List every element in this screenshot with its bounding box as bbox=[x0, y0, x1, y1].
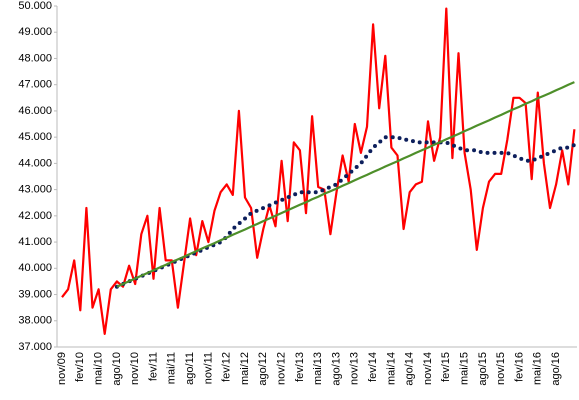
x-tick-label: ago/11 bbox=[184, 352, 196, 385]
y-tick-label: 46.000 bbox=[18, 105, 52, 117]
x-tick-label: fev/14 bbox=[367, 352, 379, 382]
x-tick-label: nov/09 bbox=[56, 352, 68, 385]
x-tick-label: fev/16 bbox=[513, 352, 525, 382]
y-tick-label: 50.000 bbox=[18, 0, 52, 12]
y-tick-label: 42.000 bbox=[18, 210, 52, 222]
x-tick-label: nov/11 bbox=[202, 352, 214, 384]
x-tick-label: mai/15 bbox=[459, 352, 471, 385]
x-tick-label: fev/15 bbox=[440, 352, 452, 382]
x-tick-label: ago/10 bbox=[111, 352, 123, 386]
y-tick-label: 38.000 bbox=[18, 315, 52, 327]
x-tick-label: fev/13 bbox=[294, 352, 306, 382]
x-tick-label: mai/16 bbox=[532, 352, 544, 385]
y-tick-label: 48.000 bbox=[18, 52, 52, 64]
series-line bbox=[114, 135, 577, 289]
y-tick-label: 37.000 bbox=[18, 341, 52, 353]
x-tick-label: nov/12 bbox=[276, 352, 288, 385]
y-tick-label: 44.000 bbox=[18, 157, 52, 169]
series-line bbox=[61, 7, 576, 335]
x-tick-label: mai/11 bbox=[166, 352, 178, 384]
x-tick-label: nov/14 bbox=[422, 352, 434, 385]
x-tick-label: nov/10 bbox=[129, 352, 141, 385]
x-tick-label: fev/10 bbox=[74, 352, 86, 382]
x-tick-label: mai/14 bbox=[385, 352, 397, 385]
x-tick-label: nov/13 bbox=[349, 352, 361, 385]
y-tick-label: 40.000 bbox=[18, 262, 52, 274]
x-tick-label: ago/16 bbox=[550, 352, 562, 386]
y-tick-label: 43.000 bbox=[18, 184, 52, 196]
x-tick-label: ago/15 bbox=[477, 352, 489, 386]
x-tick-label: mai/10 bbox=[93, 352, 105, 385]
y-tick-label: 49.000 bbox=[18, 26, 52, 38]
x-tick-label: fev/12 bbox=[221, 352, 233, 382]
x-tick-label: ago/14 bbox=[404, 352, 416, 386]
y-tick-label: 47.000 bbox=[18, 79, 52, 91]
x-tick-label: ago/13 bbox=[330, 352, 342, 386]
x-tick-label: mai/12 bbox=[239, 352, 251, 385]
series-line bbox=[116, 81, 575, 288]
x-tick-label: mai/13 bbox=[312, 352, 324, 385]
y-tick-label: 41.000 bbox=[18, 236, 52, 248]
y-tick-label: 39.000 bbox=[18, 288, 52, 300]
x-tick-label: ago/12 bbox=[257, 352, 269, 386]
y-tick-label: 45.000 bbox=[18, 131, 52, 143]
x-tick-label: nov/15 bbox=[495, 352, 507, 385]
x-tick-label: fev/11 bbox=[147, 352, 159, 381]
